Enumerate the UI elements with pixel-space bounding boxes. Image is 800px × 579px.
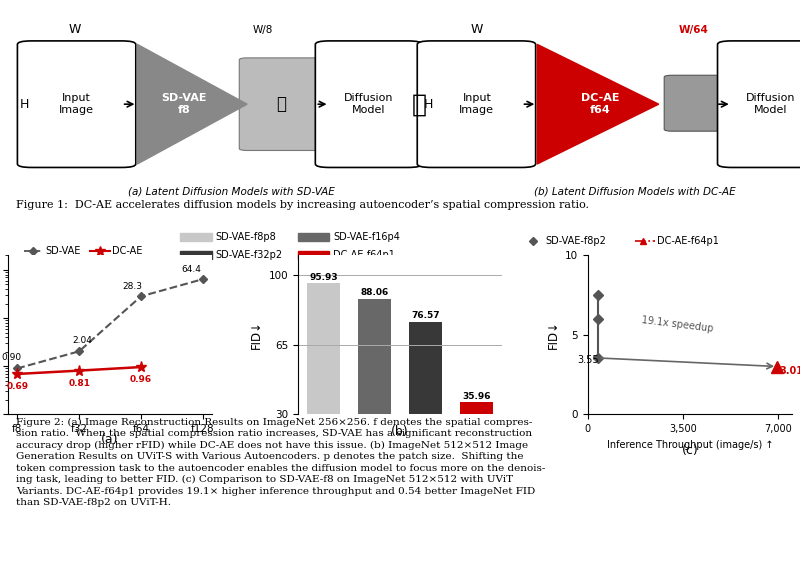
Bar	[409, 322, 442, 474]
Text: Input
Image: Input Image	[459, 93, 494, 115]
Text: W/8: W/8	[253, 25, 273, 35]
Bar	[298, 251, 330, 259]
Bar	[298, 233, 330, 241]
Text: 28.3: 28.3	[122, 283, 142, 291]
Text: 2.04: 2.04	[72, 336, 92, 345]
Text: 🐢: 🐢	[412, 92, 427, 116]
Text: Input
Image: Input Image	[59, 93, 94, 115]
Text: 0.90: 0.90	[2, 353, 22, 362]
FancyBboxPatch shape	[239, 58, 322, 151]
Polygon shape	[138, 45, 247, 164]
Polygon shape	[538, 45, 658, 164]
Text: 19.1x speedup: 19.1x speedup	[642, 315, 714, 334]
Text: DC-AE
f64: DC-AE f64	[581, 93, 619, 115]
Text: 0.69: 0.69	[6, 382, 28, 391]
Text: 95.93: 95.93	[310, 273, 338, 282]
Text: (a): (a)	[102, 433, 119, 446]
Text: 3.55: 3.55	[578, 356, 599, 365]
FancyBboxPatch shape	[418, 41, 536, 167]
Text: Diffusion
Model: Diffusion Model	[746, 93, 795, 115]
Text: DC-AE-f64p1: DC-AE-f64p1	[334, 251, 395, 261]
Text: Figure 2: (a) Image Reconstruction Results on ImageNet 256×256. f denotes the sp: Figure 2: (a) Image Reconstruction Resul…	[16, 417, 546, 507]
Text: H: H	[20, 98, 29, 111]
Text: 3.01: 3.01	[780, 367, 800, 376]
Text: 0.81: 0.81	[68, 379, 90, 388]
Bar	[181, 233, 212, 241]
Text: (b): (b)	[391, 425, 409, 438]
Text: 35.96: 35.96	[462, 392, 490, 401]
Text: 88.06: 88.06	[361, 288, 389, 298]
Text: 64.4: 64.4	[182, 265, 202, 274]
Bar	[307, 283, 340, 474]
Bar	[181, 251, 212, 259]
Text: 76.57: 76.57	[411, 312, 440, 320]
Bar	[460, 402, 493, 474]
Text: Diffusion
Model: Diffusion Model	[344, 93, 394, 115]
Text: 0.96: 0.96	[130, 375, 152, 384]
Text: SD-VAE-f16p4: SD-VAE-f16p4	[334, 232, 400, 241]
Bar	[358, 299, 391, 474]
X-axis label: Inference Throughput (image/s) ↑: Inference Throughput (image/s) ↑	[606, 439, 773, 450]
FancyBboxPatch shape	[18, 41, 136, 167]
Text: H: H	[423, 98, 433, 111]
Text: W: W	[69, 23, 81, 36]
Text: SD-VAE-f8p2: SD-VAE-f8p2	[545, 236, 606, 245]
Text: DC-AE: DC-AE	[112, 246, 142, 256]
Text: (c): (c)	[682, 444, 698, 457]
FancyBboxPatch shape	[315, 41, 422, 167]
FancyBboxPatch shape	[664, 75, 723, 131]
Text: (b) Latent Diffusion Models with DC-AE: (b) Latent Diffusion Models with DC-AE	[534, 187, 736, 197]
Y-axis label: FID↓: FID↓	[250, 320, 263, 349]
Text: Figure 1:  DC-AE accelerates diffusion models by increasing autoencoder’s spatia: Figure 1: DC-AE accelerates diffusion mo…	[16, 200, 589, 210]
Text: SD-VAE-f32p2: SD-VAE-f32p2	[216, 251, 283, 261]
Text: SD-VAE-f8p8: SD-VAE-f8p8	[216, 232, 277, 241]
Text: 🐢: 🐢	[276, 95, 286, 113]
Text: DC-AE-f64p1: DC-AE-f64p1	[657, 236, 719, 245]
Y-axis label: FID↓: FID↓	[546, 320, 559, 349]
Text: W: W	[470, 23, 483, 36]
FancyBboxPatch shape	[718, 41, 800, 167]
Text: SD-VAE
f8: SD-VAE f8	[162, 93, 207, 115]
Text: (a) Latent Diffusion Models with SD-VAE: (a) Latent Diffusion Models with SD-VAE	[128, 187, 335, 197]
Text: SD-VAE: SD-VAE	[46, 246, 81, 256]
Text: W/64: W/64	[679, 25, 709, 35]
